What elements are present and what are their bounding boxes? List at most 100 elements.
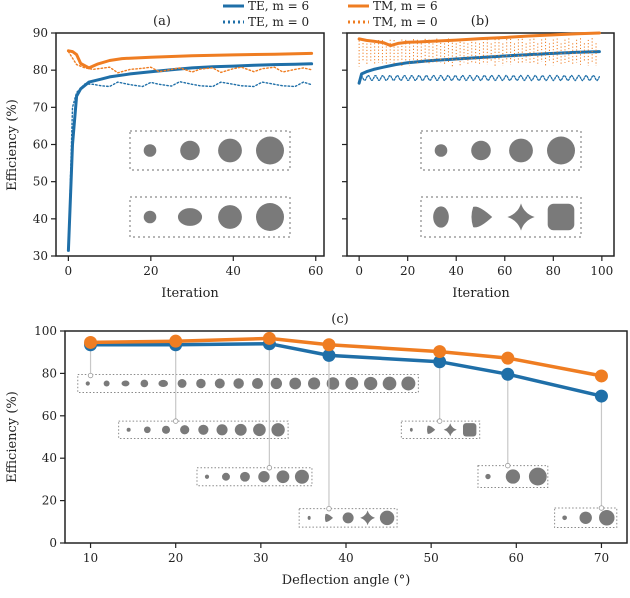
- y-tick-label: 40: [42, 451, 57, 465]
- x-tick-label: 40: [449, 264, 464, 278]
- inset-box: [298, 508, 398, 528]
- meta-atom-circle: [289, 377, 302, 390]
- meta-atom-circle: [401, 376, 416, 391]
- meta-atom-circle: [126, 427, 131, 432]
- meta-atom-circle: [218, 138, 242, 163]
- meta-atom-circle: [161, 425, 171, 434]
- meta-atom-circle: [222, 472, 230, 481]
- series-tm-m-0: [358, 38, 597, 67]
- data-point: [501, 351, 515, 365]
- meta-atom-circle: [180, 425, 190, 435]
- meta-atom-circle: [253, 423, 266, 437]
- panel-b: 0 20 40 60 80 100: [342, 31, 615, 278]
- meta-atom-circle: [307, 377, 321, 390]
- legend: TE, m = 6 TM, m = 6 TE, m = 0 TM, m = 0: [223, 0, 438, 29]
- series-tm-m-0: [67, 50, 313, 74]
- x-tick-label: 40: [226, 264, 241, 278]
- meta-atom-circle: [256, 136, 284, 165]
- x-tick-label: 0: [355, 264, 363, 278]
- y-tick-label: 40: [33, 212, 48, 226]
- series-te-m-6: [66, 62, 314, 252]
- panel-c-ylabel: Efficiency (%): [5, 391, 20, 483]
- meta-atom-ellipse: [158, 379, 168, 388]
- meta-atom-ellipse: [409, 427, 413, 432]
- meta-atom-circle: [364, 376, 378, 391]
- meta-atom-circle: [382, 376, 397, 391]
- data-point: [594, 369, 608, 383]
- x-tick-label: 100: [590, 264, 613, 278]
- y-tick-label: 80: [42, 366, 57, 380]
- meta-atom-circle: [294, 469, 309, 484]
- series-te-m-6-line: [88, 341, 604, 398]
- inset-box: [477, 465, 549, 488]
- y-tick-label: 90: [33, 26, 48, 40]
- meta-atom-circle: [218, 205, 242, 229]
- x-tick-label: 30: [253, 551, 268, 565]
- meta-atom-circle: [140, 379, 149, 388]
- series-te-m-0: [67, 80, 313, 252]
- panel-c: 10 20 30 40 50 60 70 0 20 40 60 80 100: [34, 324, 628, 565]
- meta-atom-circle: [345, 376, 359, 390]
- y-tick-label: 50: [33, 175, 48, 189]
- x-tick-label: 20: [143, 264, 158, 278]
- meta-atom-star: [360, 510, 375, 526]
- inset-design-20deg: [118, 344, 289, 439]
- x-tick-label: 20: [400, 264, 415, 278]
- panel-b-xlabel: Iteration: [452, 286, 510, 301]
- series-te-m-0: [360, 74, 601, 82]
- x-tick-label: 10: [83, 551, 98, 565]
- meta-atom-circle: [143, 426, 151, 434]
- y-tick-label: 0: [49, 536, 57, 550]
- meta-atom-circle: [434, 144, 448, 157]
- meta-atom-circle: [599, 510, 615, 526]
- y-tick-label: 60: [33, 138, 48, 152]
- x-tick-label: 70: [594, 551, 609, 565]
- leader-anchor: [436, 418, 443, 424]
- meta-atom-circle: [143, 210, 157, 224]
- meta-atom-triangle: [427, 425, 436, 434]
- leader-anchor: [172, 418, 179, 424]
- meta-atom-circle: [177, 379, 187, 388]
- inset-design-31deg: [196, 343, 313, 487]
- panel-b-title: (b): [471, 14, 489, 29]
- meta-atom-circle: [485, 473, 491, 480]
- panel-a-ylabel: Efficiency (%): [5, 99, 20, 191]
- data-point: [169, 334, 183, 348]
- panel-a: 0 20 40 60 30 40 50 60 70 80 90: [33, 26, 325, 278]
- legend-label-tm-m0: TM, m = 0: [373, 15, 438, 29]
- leader-anchor: [87, 372, 94, 379]
- meta-atom-circle: [234, 423, 247, 436]
- inset-design-70deg: [554, 396, 618, 529]
- meta-atom-ellipse: [307, 515, 311, 520]
- data-point: [322, 338, 336, 352]
- inset-design-38deg: [298, 355, 398, 528]
- legend-label-te-m6: TE, m = 6: [248, 0, 309, 13]
- meta-atom-circle: [143, 144, 157, 157]
- data-point: [322, 348, 336, 362]
- meta-atom-circle: [471, 140, 491, 161]
- meta-atom-circle: [528, 467, 547, 486]
- inset-design-59deg: [477, 374, 549, 488]
- meta-atom-circle: [198, 424, 209, 435]
- meta-atom-circle: [85, 381, 90, 386]
- meta-atom-circle: [326, 377, 340, 390]
- meta-atom-circle: [214, 378, 225, 389]
- meta-atom-circle: [233, 378, 244, 389]
- meta-atom-circle: [505, 469, 521, 484]
- inset-box: [118, 420, 289, 439]
- x-tick-label: 50: [424, 551, 439, 565]
- meta-atom-ellipse: [177, 208, 203, 226]
- meta-atom-circle: [276, 470, 290, 484]
- data-point: [594, 389, 608, 403]
- meta-atom-circle: [579, 511, 592, 524]
- x-tick-label: 60: [497, 264, 512, 278]
- inset-design-10deg: [77, 344, 419, 393]
- series-te-m-6: [357, 50, 601, 85]
- meta-atom-circle: [256, 203, 284, 231]
- meta-atom-circle: [547, 136, 575, 165]
- meta-atom-circle: [379, 510, 395, 526]
- x-tick-label: 60: [308, 264, 323, 278]
- legend-label-tm-m6: TM, m = 6: [373, 0, 438, 13]
- meta-atom-ellipse: [433, 206, 449, 228]
